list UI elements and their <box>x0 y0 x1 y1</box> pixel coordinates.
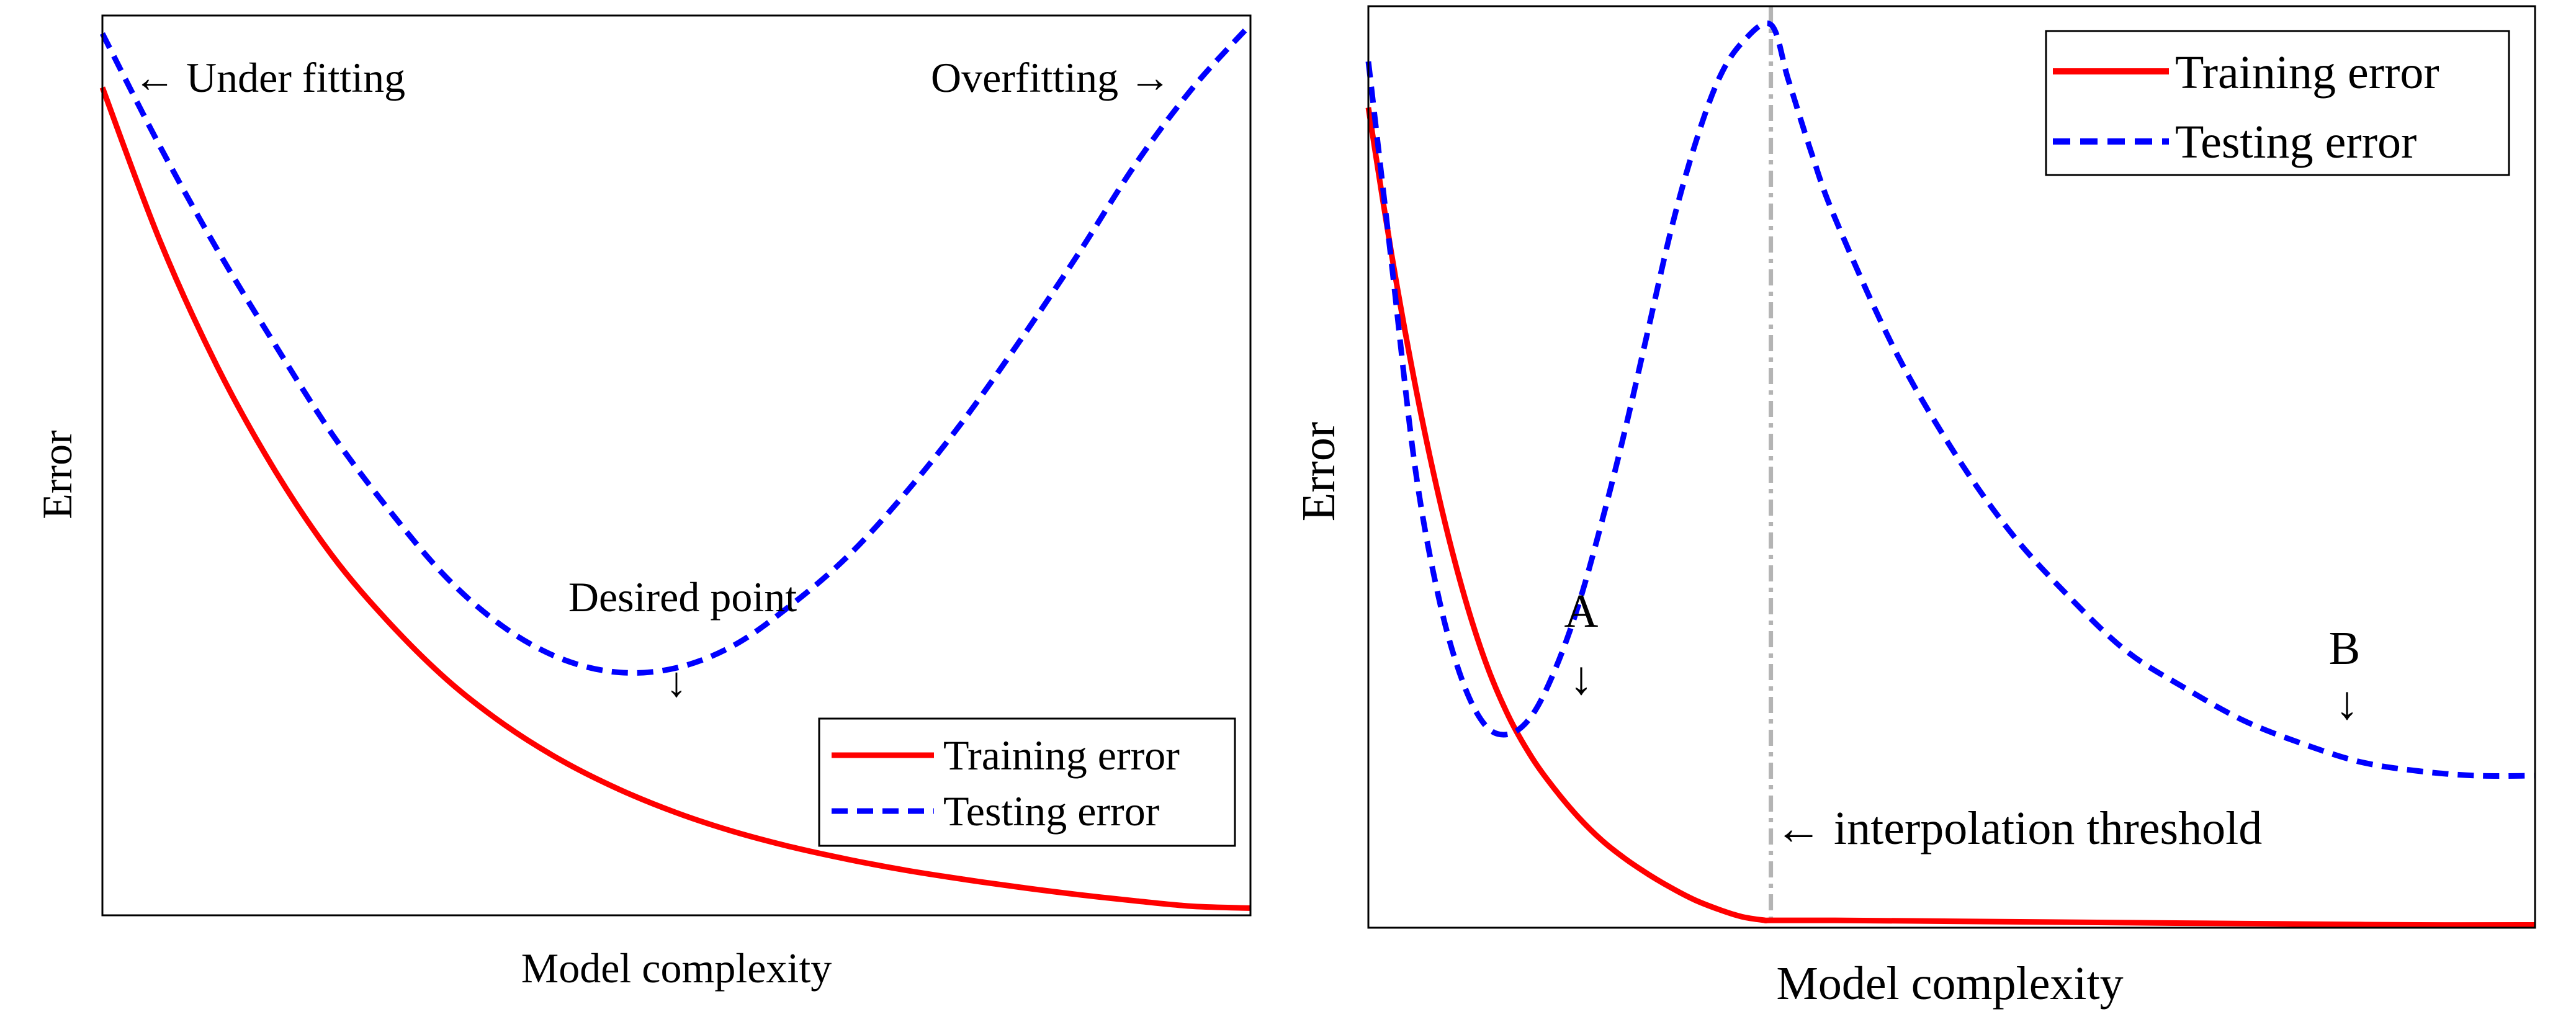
right-annotation-a: A <box>1564 585 1599 637</box>
right-x-axis-label: Model complexity <box>1776 957 2123 1010</box>
left-annotation-underfitting: ← Under fitting <box>133 54 405 101</box>
left-x-axis-label: Model complexity <box>521 944 832 992</box>
right-testing-error-line <box>1365 20 2536 779</box>
left-training-error-line <box>99 86 1251 911</box>
right-y-axis-label: Error <box>1293 422 1345 521</box>
right-plot-frame <box>1367 5 2536 929</box>
left-testing-error-line <box>99 22 1253 676</box>
left-annotation-overfitting: Overfitting → <box>931 54 1171 101</box>
right-annotation-a-arrow: ↓ <box>1569 652 1593 704</box>
left-chart: ← Under fitting Overfitting → Desired po… <box>34 14 1253 992</box>
right-annotation-interpolation-threshold: ← interpolation threshold <box>1775 802 2262 854</box>
right-annotation-b-arrow: ↓ <box>2335 677 2359 729</box>
left-annotation-desired-point: Desired point <box>568 573 797 621</box>
left-series-layer <box>99 22 1253 911</box>
right-legend-training-label: Training error <box>2175 47 2439 99</box>
right-chart: A ↓ B ↓ ← interpolation threshold Traini… <box>1293 5 2536 1010</box>
left-annotation-arrow-down: ↓ <box>666 658 687 706</box>
left-legend-testing-label: Testing error <box>943 787 1160 835</box>
left-legend-box <box>818 717 1236 847</box>
right-legend-box <box>2045 30 2510 176</box>
right-annotation-b: B <box>2329 622 2361 675</box>
right-series-layer <box>1365 20 2536 928</box>
left-y-axis-label: Error <box>34 430 81 519</box>
left-legend-training-label: Training error <box>943 732 1180 779</box>
right-legend: Training error Testing error <box>2045 30 2510 176</box>
right-legend-testing-label: Testing error <box>2175 116 2417 168</box>
left-plot-frame <box>101 14 1252 917</box>
right-training-error-line <box>1365 107 2536 928</box>
left-legend: Training error Testing error <box>818 717 1236 847</box>
